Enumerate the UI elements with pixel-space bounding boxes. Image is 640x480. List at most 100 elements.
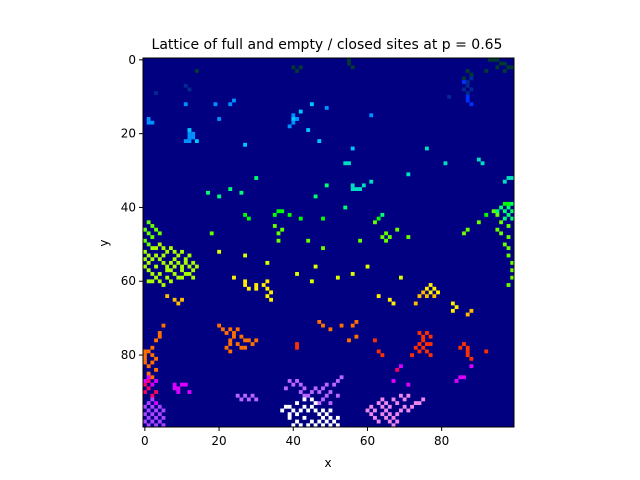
cluster-19-cell xyxy=(373,408,377,413)
cluster-18-cell xyxy=(321,397,325,402)
cluster-13-cell xyxy=(143,356,147,361)
cluster-1-cell xyxy=(187,87,192,92)
cluster-18-cell xyxy=(243,393,248,398)
cluster-0-cell xyxy=(295,69,299,73)
cluster-18-cell xyxy=(250,393,255,398)
cluster-5-cell xyxy=(354,187,359,191)
cluster-9-cell xyxy=(161,283,166,287)
cluster-11-cell xyxy=(428,283,433,287)
cluster-11-cell xyxy=(269,297,273,302)
cluster-8-cell xyxy=(146,231,151,236)
cluster-5-cell xyxy=(350,187,355,191)
cluster-13-cell xyxy=(239,345,244,350)
cluster-9-cell xyxy=(143,257,147,262)
cluster-7-cell xyxy=(280,209,285,214)
cluster-8-cell xyxy=(276,231,281,236)
cluster-11-cell xyxy=(269,290,273,295)
cluster-17-cell xyxy=(146,415,151,420)
cluster-15-cell xyxy=(143,382,147,387)
y-axis-ticks: 0 20 40 60 80 xyxy=(121,53,143,362)
cluster-11-cell xyxy=(432,286,437,291)
cluster-8-cell xyxy=(506,246,511,251)
cluster-4-cell xyxy=(243,142,248,147)
cluster-8-cell xyxy=(495,212,500,217)
cluster-0-cell xyxy=(499,61,504,66)
cluster-6-cell xyxy=(217,194,222,199)
cluster-10-cell xyxy=(365,264,370,269)
cluster-9-cell xyxy=(157,272,162,276)
cluster-3-cell xyxy=(324,105,329,110)
cluster-11-cell xyxy=(454,305,459,310)
cluster-11-cell xyxy=(424,286,429,291)
cluster-9-cell xyxy=(150,272,155,276)
cluster-12-cell xyxy=(469,308,474,313)
cluster-10-cell xyxy=(217,249,222,254)
x-tick-label: 60 xyxy=(360,434,375,448)
cluster-1-cell xyxy=(447,94,452,99)
cluster-4-cell xyxy=(298,109,303,114)
cluster-4-cell xyxy=(187,128,192,132)
cluster-0-cell xyxy=(347,58,351,62)
cluster-19-cell xyxy=(402,404,407,409)
cluster-8-cell xyxy=(358,238,363,243)
cluster-11-cell xyxy=(246,286,251,291)
cluster-9-cell xyxy=(150,279,155,284)
cluster-14-cell xyxy=(462,342,466,346)
cluster-8-cell xyxy=(150,235,155,239)
cluster-9-cell xyxy=(168,268,173,273)
cluster-9-cell xyxy=(157,279,162,284)
cluster-13-cell xyxy=(243,345,248,350)
cluster-7-cell xyxy=(321,216,325,221)
cluster-1-cell xyxy=(462,87,466,92)
cluster-0-cell xyxy=(502,61,507,66)
cluster-0-cell xyxy=(488,58,492,62)
cluster-5-cell xyxy=(502,179,507,184)
cluster-15-cell xyxy=(154,390,158,394)
cluster-5-cell xyxy=(406,172,411,177)
cluster-15-cell xyxy=(146,386,151,391)
cluster-17-cell xyxy=(154,423,158,428)
y-tick-label: 20 xyxy=(121,127,136,141)
cluster-20-cell xyxy=(335,415,340,420)
cluster-11-cell xyxy=(376,294,381,298)
cluster-6-cell xyxy=(510,201,515,206)
cluster-8-cell xyxy=(510,275,515,280)
cluster-18-cell xyxy=(321,386,325,391)
cluster-18-cell xyxy=(328,390,333,394)
cluster-16-cell xyxy=(146,375,151,380)
cluster-0-cell xyxy=(350,65,355,70)
cluster-9-cell xyxy=(150,246,155,251)
cluster-13-cell xyxy=(232,334,236,339)
cluster-4-cell xyxy=(309,102,314,107)
cluster-0-cell xyxy=(291,65,296,70)
axes-frame xyxy=(142,57,515,428)
cluster-15-cell xyxy=(143,390,147,394)
cluster-3-cell xyxy=(369,113,374,118)
cluster-16-cell xyxy=(172,382,177,387)
cluster-16-cell xyxy=(391,379,396,383)
cluster-9-cell xyxy=(165,249,170,254)
cluster-20-cell xyxy=(313,408,318,413)
cluster-9-cell xyxy=(168,279,173,284)
cluster-19-cell xyxy=(413,401,418,406)
cluster-9-cell xyxy=(187,264,192,269)
cluster-8-cell xyxy=(143,227,147,232)
cluster-10-cell xyxy=(265,260,270,265)
cluster-14-cell xyxy=(428,334,433,339)
cluster-17-cell xyxy=(143,419,147,424)
cluster-12-cell xyxy=(421,290,426,295)
plot-area xyxy=(142,57,515,428)
cluster-1-cell xyxy=(183,83,188,88)
cluster-12-cell xyxy=(424,294,429,298)
cluster-9-cell xyxy=(187,272,192,276)
cluster-20-cell xyxy=(306,423,311,428)
cluster-8-cell xyxy=(154,227,158,232)
x-tick-label: 80 xyxy=(434,434,449,448)
cluster-6-cell xyxy=(254,176,259,180)
cluster-19-cell xyxy=(369,404,374,409)
cluster-13-cell xyxy=(235,327,240,332)
cluster-20-cell xyxy=(291,423,296,428)
cluster-17-cell xyxy=(146,423,151,428)
cluster-6-cell xyxy=(228,187,233,191)
x-axis-ticks: 0 20 40 60 80 xyxy=(141,427,449,448)
